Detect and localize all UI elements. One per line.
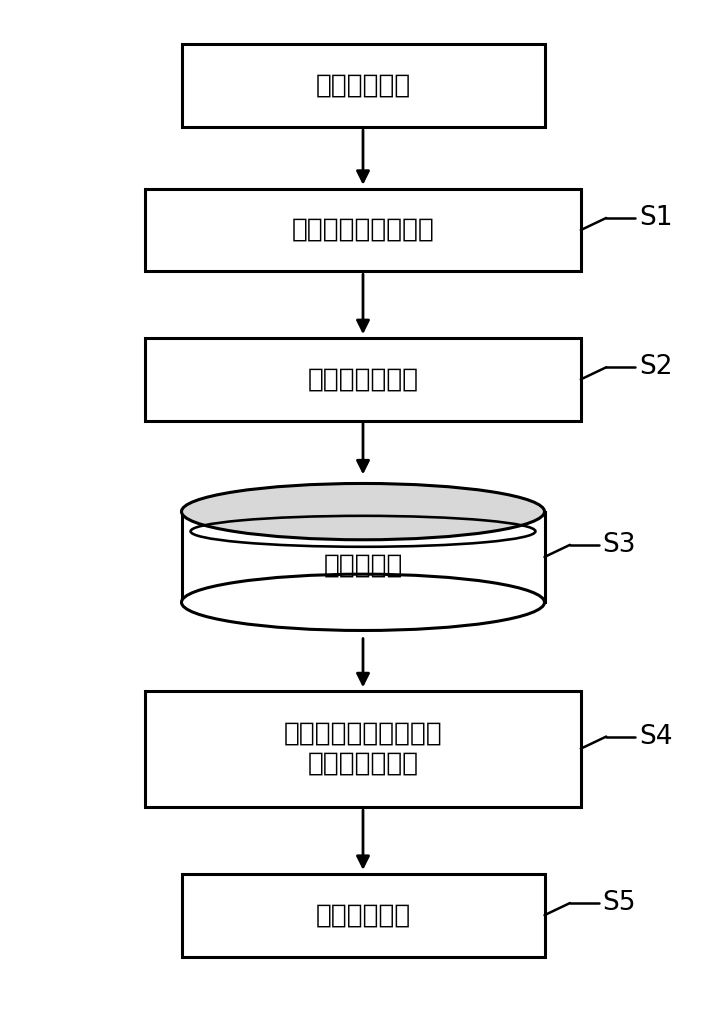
Text: S4: S4 <box>639 723 672 750</box>
Bar <box>145 690 581 807</box>
Text: S2: S2 <box>639 354 672 380</box>
Text: 测量点优化方案: 测量点优化方案 <box>307 366 419 393</box>
Ellipse shape <box>182 574 544 631</box>
Text: 被测齿面偏差: 被测齿面偏差 <box>315 73 411 99</box>
Text: 建立齿面的数学模型: 建立齿面的数学模型 <box>292 217 434 243</box>
Bar <box>145 189 581 271</box>
Text: 齿面偏差计算: 齿面偏差计算 <box>315 902 411 928</box>
Bar <box>182 512 544 602</box>
Bar <box>182 44 544 127</box>
Bar <box>145 338 581 421</box>
Ellipse shape <box>182 483 544 540</box>
Text: S5: S5 <box>603 890 636 916</box>
Text: S3: S3 <box>603 532 636 558</box>
Text: S1: S1 <box>639 205 672 231</box>
Bar <box>182 874 544 957</box>
Text: 确定测量点: 确定测量点 <box>323 553 403 579</box>
Text: 在机测量，测量优化后
的测量点的坐标: 在机测量，测量优化后 的测量点的坐标 <box>284 720 442 777</box>
